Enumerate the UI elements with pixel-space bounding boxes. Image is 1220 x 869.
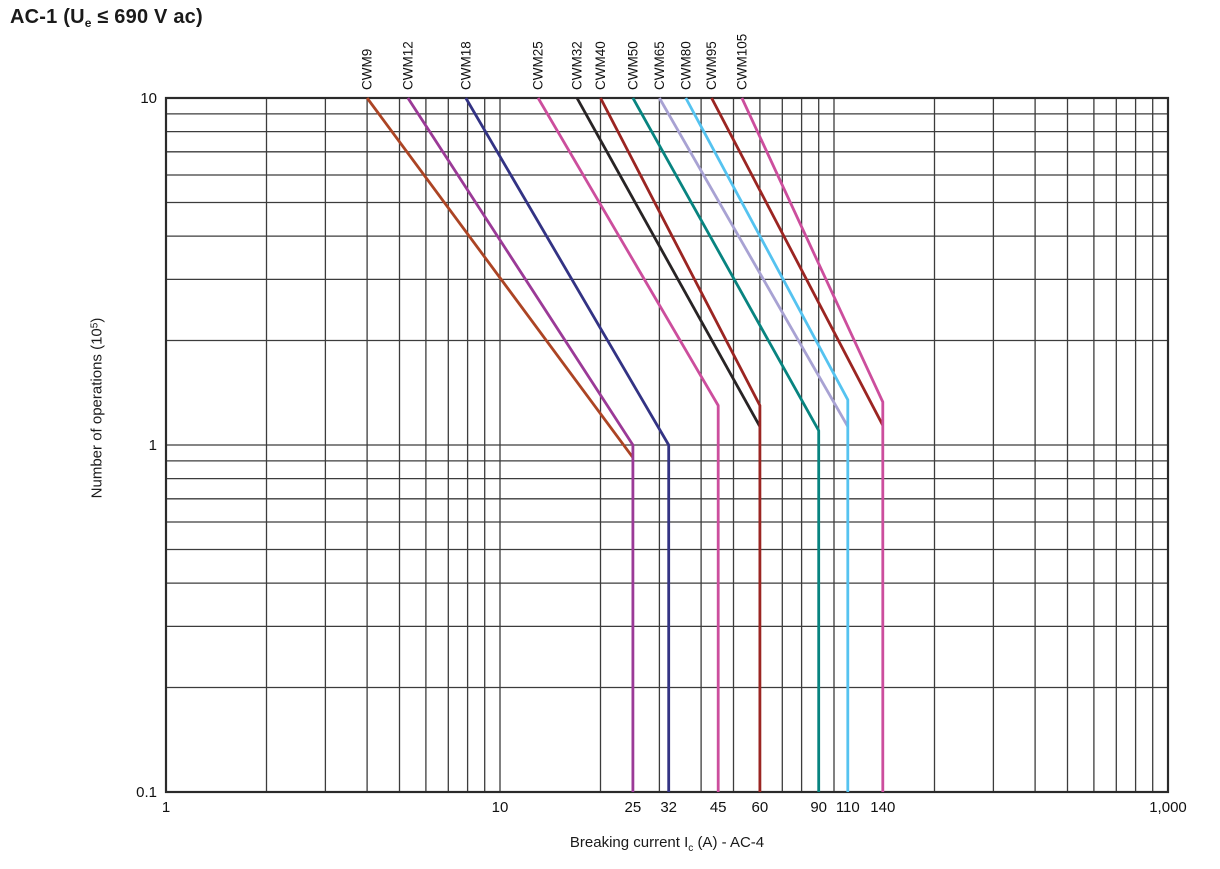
- x-tick-label-10: 10: [492, 799, 509, 816]
- x-axis-label-suffix: (A) - AC-4: [693, 834, 765, 851]
- y-tick-label-10: 10: [140, 90, 157, 107]
- x-tick-label-60: 60: [752, 799, 769, 816]
- series-label-CWM65: CWM65: [652, 41, 667, 90]
- x-tick-label-32: 32: [660, 799, 677, 816]
- series-line-CWM40: [599, 97, 762, 792]
- series-line-CWM105: [740, 97, 885, 792]
- series-label-CWM105: CWM105: [734, 34, 749, 90]
- y-tick-label-0.1: 0.1: [136, 784, 157, 801]
- y-tick-label-1: 1: [149, 437, 157, 454]
- x-tick-label-110: 110: [836, 799, 860, 816]
- chart-title-subscript: e: [84, 16, 92, 30]
- x-tick-label-45: 45: [710, 799, 727, 816]
- series-label-CWM32: CWM32: [570, 41, 585, 90]
- series-line-CWM50: [631, 97, 821, 792]
- series-label-CWM25: CWM25: [531, 41, 546, 90]
- series-line-CWM9: [365, 97, 635, 459]
- series-label-CWM50: CWM50: [625, 41, 640, 90]
- chart-title-text: AC-1 (U: [10, 6, 85, 28]
- x-axis-label: Breaking current Ic (A) - AC-4: [570, 834, 764, 854]
- series-line-CWM32: [575, 97, 762, 428]
- x-tick-label-140: 140: [870, 799, 895, 816]
- series-label-CWM80: CWM80: [678, 41, 693, 90]
- x-tick-label-1: 1: [162, 799, 170, 816]
- series-line-CWM12: [406, 97, 635, 792]
- x-tick-label-25: 25: [625, 799, 642, 816]
- series-label-CWM9: CWM9: [360, 49, 375, 90]
- series-label-CWM12: CWM12: [400, 41, 415, 90]
- series-label-CWM95: CWM95: [704, 41, 719, 90]
- x-tick-label-90: 90: [810, 799, 827, 816]
- series-line-CWM80: [684, 97, 850, 792]
- y-axis-label-superscript: 5: [89, 322, 101, 329]
- x-axis-label-subscript: c: [688, 843, 694, 854]
- series-line-CWM18: [464, 97, 671, 792]
- series-label-CWM40: CWM40: [593, 41, 608, 90]
- y-axis-label-text: Number of operations (10: [88, 328, 106, 499]
- x-tick-label-1000: 1,000: [1149, 799, 1187, 816]
- plot-border: [164, 96, 1170, 794]
- series-line-CWM25: [536, 97, 720, 792]
- x-axis-label-text: Breaking current I: [569, 834, 689, 851]
- series-line-CWM65: [658, 97, 850, 428]
- series-line-CWM95: [710, 97, 885, 426]
- chart-title: AC-1 (Ue ≤ 690 V ac): [10, 6, 203, 30]
- chart-title-suffix: ≤ 690 V ac): [91, 6, 203, 28]
- series-label-CWM18: CWM18: [458, 41, 473, 90]
- y-axis-label-suffix: ): [88, 317, 106, 323]
- y-axis-label: Number of operations (105): [89, 318, 106, 499]
